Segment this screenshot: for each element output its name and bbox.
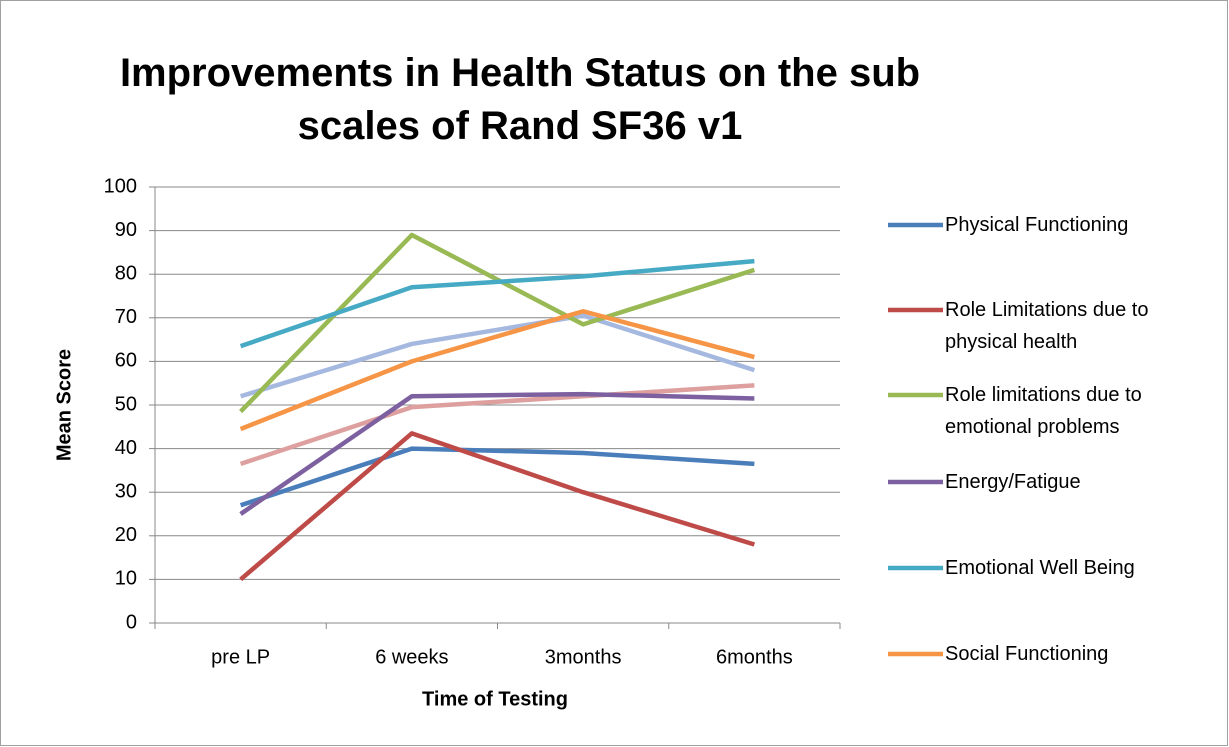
x-tick-label: 6 weeks: [375, 646, 448, 668]
legend-label: Role limitations due to emotional proble…: [945, 384, 1142, 438]
series-line: [239, 446, 755, 508]
legend-label: Physical Functioning: [945, 214, 1129, 236]
y-tick-label: 20: [115, 524, 137, 546]
y-tick-label: 90: [115, 219, 137, 241]
y-tick-label: 0: [126, 611, 137, 633]
y-tick-label: 30: [115, 480, 137, 502]
y-tick-label: 80: [115, 262, 137, 284]
legend-label: Role Limitations due to physical health: [945, 299, 1149, 353]
legend-label: Emotional Well Being: [945, 557, 1135, 579]
y-tick-label: 10: [115, 568, 137, 590]
series-line: [239, 309, 755, 432]
y-tick-label: 50: [115, 393, 137, 415]
x-tick-label: pre LP: [211, 646, 270, 668]
chart-title: Improvements in Health Status on the sub…: [120, 51, 920, 148]
legend-label: Energy/Fatigue: [945, 471, 1081, 493]
y-tick-label: 70: [115, 306, 137, 328]
series-line: [239, 383, 755, 466]
series-line: [239, 431, 756, 582]
y-tick-label: 60: [115, 350, 137, 372]
legend-label: Social Functioning: [945, 643, 1109, 665]
x-tick-label: 3months: [545, 646, 622, 668]
series-line: [239, 258, 755, 349]
y-axis-title: Mean Score: [53, 349, 75, 461]
series-line: [239, 313, 756, 399]
x-axis-title: Time of Testing: [422, 688, 568, 710]
x-tick-label: 6months: [716, 646, 793, 668]
y-tick-label: 100: [104, 175, 137, 197]
y-tick-label: 40: [115, 437, 137, 459]
series-line: [239, 391, 755, 516]
